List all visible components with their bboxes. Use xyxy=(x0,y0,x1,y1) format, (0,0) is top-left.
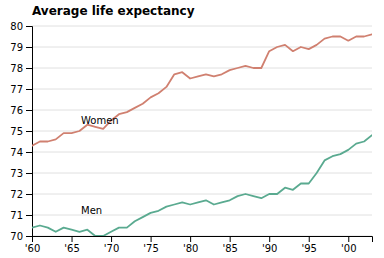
series-line xyxy=(32,34,372,145)
y-tick-label: 76 xyxy=(10,105,23,116)
x-tick-mark xyxy=(269,236,270,242)
annotation: Men xyxy=(81,205,102,216)
y-tick: 70 xyxy=(10,231,32,242)
x-tick-label: '60 xyxy=(25,243,40,254)
x-tick-label: '90 xyxy=(262,243,277,254)
x-tick: '80 xyxy=(183,236,198,254)
annotations: Women Men xyxy=(81,115,119,216)
y-tick-mark xyxy=(26,173,32,174)
y-tick: 80 xyxy=(10,21,32,32)
y-tick-label: 79 xyxy=(10,42,23,53)
y-tick-mark xyxy=(26,194,32,195)
y-tick: 77 xyxy=(10,84,32,95)
x-tick-label: '85 xyxy=(222,243,237,254)
y-tick: 76 xyxy=(10,105,32,116)
grid-line xyxy=(32,194,372,195)
y-tick-label: 73 xyxy=(10,168,23,179)
y-tick: 71 xyxy=(10,210,32,221)
y-tick-mark xyxy=(26,215,32,216)
y-tick-mark xyxy=(26,89,32,90)
annotation: Women xyxy=(81,115,119,126)
chart: Average life expectancy '60 '65 '70 '75 '80 '8… xyxy=(0,0,384,258)
y-tick-mark xyxy=(26,26,32,27)
x-tick-mark xyxy=(230,236,231,242)
grid-line xyxy=(32,110,372,111)
title: Average life expectancy xyxy=(32,4,195,18)
grid-line xyxy=(32,47,372,48)
x-tick-label: '80 xyxy=(183,243,198,254)
y-tick-mark xyxy=(26,236,32,237)
y-tick-label: 74 xyxy=(10,147,23,158)
x-tick: '60 xyxy=(25,236,40,254)
grid xyxy=(32,26,372,236)
grid-line xyxy=(32,89,372,90)
y-tick: 79 xyxy=(10,42,32,53)
x-tick: '70 xyxy=(104,236,119,254)
y-tick-label: 77 xyxy=(10,84,23,95)
y-tick-label: 75 xyxy=(10,126,23,137)
x-tick: '75 xyxy=(143,236,158,254)
x-tick-mark xyxy=(348,236,349,242)
x-axis: '60 '65 '70 '75 '80 '85 '90 '95 '00 xyxy=(25,236,373,254)
y-tick-mark xyxy=(26,47,32,48)
y-tick-label: 71 xyxy=(10,210,23,221)
y-tick-mark xyxy=(26,110,32,111)
y-tick-mark xyxy=(26,68,32,69)
y-tick-mark xyxy=(26,152,32,153)
plot-area xyxy=(32,34,372,236)
x-tick-label: '65 xyxy=(64,243,79,254)
x-tick-mark xyxy=(190,236,191,242)
grid-line xyxy=(32,152,372,153)
x-tick-mark xyxy=(151,236,152,242)
x-tick-label: '70 xyxy=(104,243,119,254)
grid-line xyxy=(32,173,372,174)
y-axis: 70 71 72 73 74 75 76 77 78 79 80 xyxy=(10,21,32,242)
y-axis-line xyxy=(26,27,33,237)
x-tick: '95 xyxy=(302,236,317,254)
y-tick: 73 xyxy=(10,168,32,179)
x-axis-line xyxy=(33,237,373,243)
grid-line xyxy=(32,68,372,69)
y-tick: 75 xyxy=(10,126,32,137)
y-tick-label: 78 xyxy=(10,63,23,74)
y-tick: 72 xyxy=(10,189,32,200)
x-tick-mark xyxy=(72,236,73,242)
y-tick-label: 72 xyxy=(10,189,23,200)
y-tick-label: 70 xyxy=(10,231,23,242)
y-tick: 74 xyxy=(10,147,32,158)
y-tick-mark xyxy=(26,131,32,132)
x-tick-mark xyxy=(309,236,310,242)
x-tick: '85 xyxy=(222,236,237,254)
x-tick: '90 xyxy=(262,236,277,254)
grid-line xyxy=(32,131,372,132)
y-tick-label: 80 xyxy=(10,21,23,32)
grid-line xyxy=(32,26,372,27)
x-tick: '00 xyxy=(341,236,356,254)
y-tick: 78 xyxy=(10,63,32,74)
x-tick-label: '75 xyxy=(143,243,158,254)
x-tick-mark xyxy=(111,236,112,242)
series-line xyxy=(32,135,372,236)
x-tick: '65 xyxy=(64,236,79,254)
x-tick-label: '95 xyxy=(302,243,317,254)
x-tick-label: '00 xyxy=(341,243,356,254)
